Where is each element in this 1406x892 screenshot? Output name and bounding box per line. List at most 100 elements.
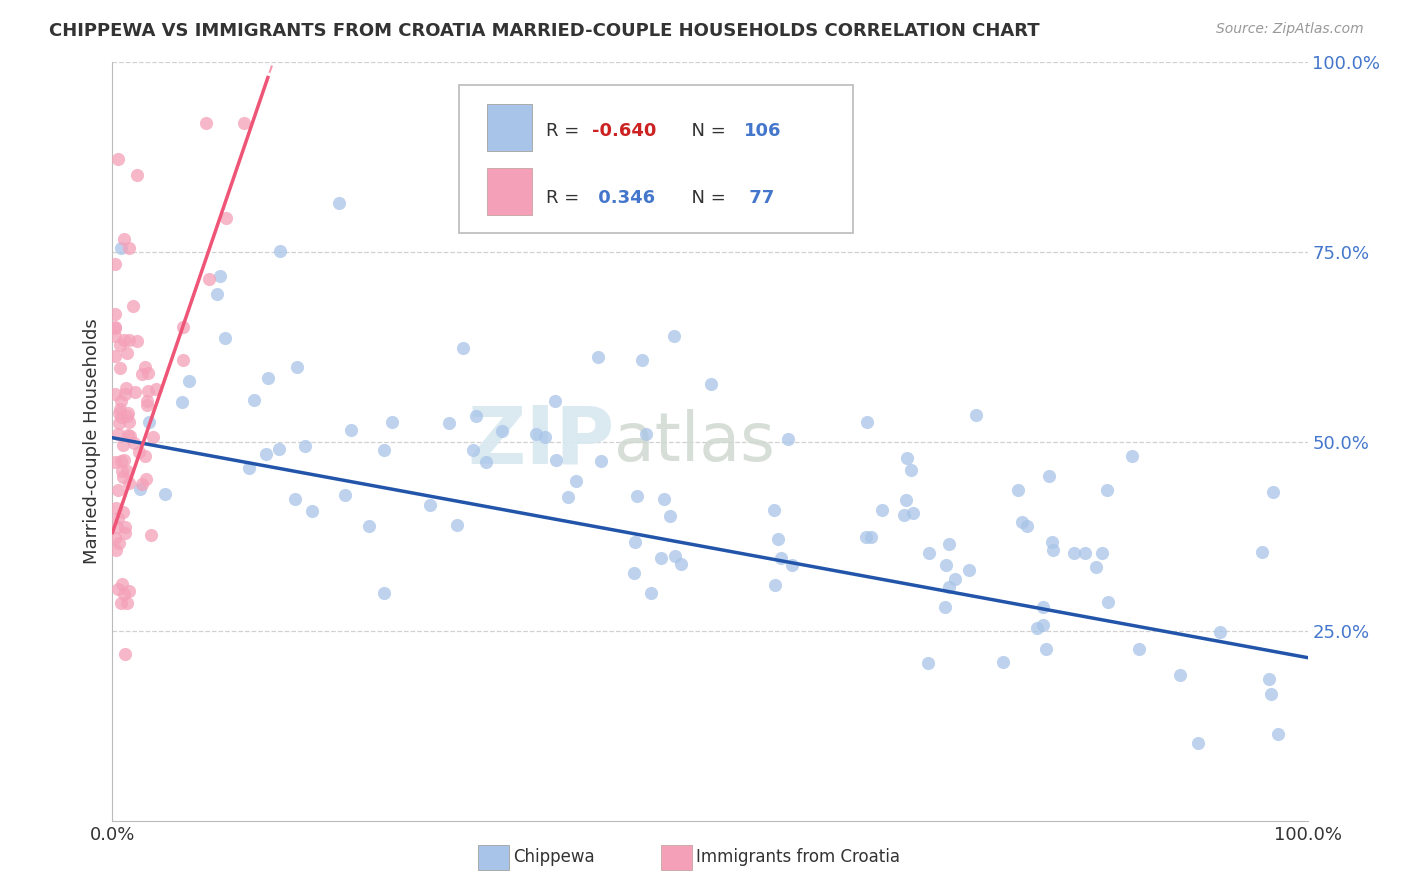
Point bbox=[108, 406, 131, 420]
Point bbox=[763, 503, 786, 517]
Point bbox=[115, 381, 138, 395]
Point bbox=[198, 272, 221, 286]
Bar bbox=[486, 103, 531, 151]
Point bbox=[134, 359, 156, 374]
Point bbox=[896, 450, 918, 465]
Point bbox=[934, 600, 956, 615]
Text: atlas: atlas bbox=[614, 409, 775, 475]
Point bbox=[1032, 599, 1054, 614]
Point bbox=[624, 534, 647, 549]
Point bbox=[238, 461, 260, 475]
Point bbox=[172, 395, 194, 409]
Point bbox=[108, 338, 131, 352]
Point bbox=[107, 510, 129, 524]
Point bbox=[1007, 483, 1029, 498]
Point bbox=[107, 536, 129, 550]
Point bbox=[112, 438, 135, 452]
Point bbox=[107, 483, 129, 497]
Point bbox=[122, 435, 145, 450]
Point bbox=[118, 241, 141, 255]
Point bbox=[589, 453, 612, 467]
Point bbox=[254, 447, 277, 461]
Point bbox=[114, 647, 136, 661]
Point bbox=[139, 528, 162, 542]
Point bbox=[544, 452, 567, 467]
Text: Chippewa: Chippewa bbox=[513, 848, 595, 866]
Point bbox=[586, 350, 609, 364]
Point bbox=[935, 558, 957, 573]
Point bbox=[104, 320, 127, 334]
Bar bbox=[486, 169, 531, 215]
Point bbox=[1042, 543, 1064, 558]
Point bbox=[110, 241, 132, 255]
Point bbox=[1063, 545, 1085, 559]
Point bbox=[118, 475, 141, 490]
Point bbox=[209, 268, 232, 283]
Point bbox=[256, 371, 278, 385]
Point bbox=[195, 116, 218, 130]
Point bbox=[131, 367, 153, 381]
Text: ZIP: ZIP bbox=[467, 402, 614, 481]
Point bbox=[283, 491, 305, 506]
Text: 77: 77 bbox=[744, 189, 775, 207]
Text: -0.640: -0.640 bbox=[592, 122, 657, 140]
Point bbox=[654, 492, 676, 507]
Point bbox=[870, 503, 893, 517]
Point bbox=[134, 450, 156, 464]
Point bbox=[104, 543, 127, 558]
Point bbox=[135, 472, 157, 486]
Point bbox=[1121, 449, 1143, 463]
Point bbox=[1026, 621, 1049, 635]
Point bbox=[700, 377, 723, 392]
Point bbox=[437, 416, 460, 430]
Point bbox=[650, 551, 672, 566]
Text: N =: N = bbox=[681, 189, 731, 207]
Point bbox=[1257, 672, 1279, 686]
Point bbox=[138, 415, 160, 429]
Text: Source: ZipAtlas.com: Source: ZipAtlas.com bbox=[1216, 22, 1364, 37]
Point bbox=[333, 488, 356, 502]
Point bbox=[893, 508, 915, 522]
Point bbox=[177, 374, 200, 388]
Point bbox=[107, 152, 129, 166]
Point bbox=[128, 482, 150, 496]
Point bbox=[214, 331, 236, 345]
Point bbox=[172, 319, 194, 334]
Point bbox=[918, 546, 941, 560]
Point bbox=[524, 427, 547, 442]
Point bbox=[114, 387, 136, 401]
Point bbox=[118, 333, 141, 347]
Point bbox=[373, 586, 395, 600]
Point bbox=[623, 566, 645, 580]
Point bbox=[1038, 468, 1060, 483]
Point bbox=[104, 349, 127, 363]
Point bbox=[938, 580, 960, 594]
Point bbox=[301, 504, 323, 518]
Point bbox=[104, 321, 127, 335]
Point bbox=[110, 394, 132, 409]
Point bbox=[917, 657, 939, 671]
Point bbox=[381, 415, 404, 429]
Point bbox=[640, 586, 662, 600]
Point bbox=[1251, 544, 1274, 558]
Point bbox=[108, 416, 131, 430]
Point bbox=[104, 257, 127, 271]
Point bbox=[128, 445, 150, 459]
Point bbox=[269, 244, 291, 258]
Point bbox=[631, 353, 654, 368]
Point bbox=[1074, 546, 1097, 560]
Point bbox=[855, 530, 877, 544]
Point bbox=[766, 532, 789, 546]
Point bbox=[136, 366, 159, 380]
Point bbox=[269, 442, 291, 456]
Point bbox=[145, 382, 167, 396]
Point bbox=[669, 557, 692, 571]
Point bbox=[285, 360, 308, 375]
Point bbox=[110, 454, 132, 468]
Point bbox=[112, 587, 135, 601]
Text: 0.346: 0.346 bbox=[592, 189, 655, 207]
Point bbox=[136, 384, 159, 399]
Point bbox=[117, 428, 139, 442]
Point bbox=[1090, 546, 1112, 560]
Point bbox=[104, 500, 127, 515]
